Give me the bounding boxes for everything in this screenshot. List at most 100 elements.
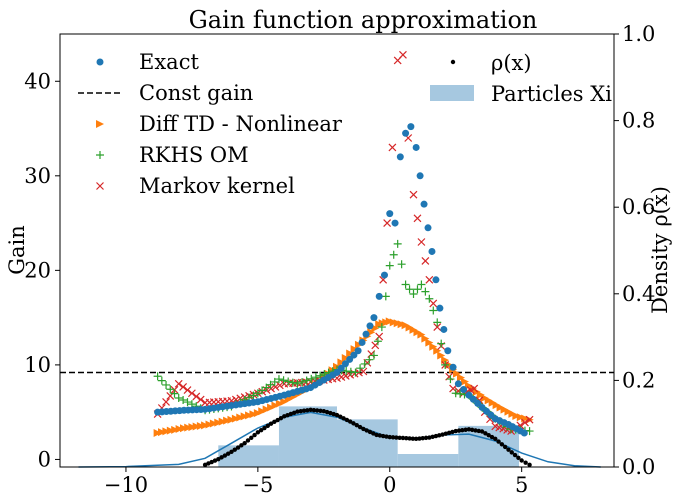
y-tick-label: 0 bbox=[38, 447, 51, 471]
difftd-point bbox=[166, 426, 175, 435]
y2-tick-label: 1.0 bbox=[622, 22, 655, 46]
exact-point bbox=[520, 429, 528, 437]
histogram-bar bbox=[337, 419, 398, 467]
rho-point bbox=[437, 433, 442, 438]
rho-point bbox=[499, 442, 505, 447]
legend-difftd-label: Diff TD - Nonlinear bbox=[139, 112, 343, 136]
markov-point bbox=[429, 299, 438, 308]
rkhs-point bbox=[425, 294, 434, 303]
markov-point bbox=[425, 275, 434, 284]
legend-markov-symbol bbox=[96, 182, 104, 190]
rho-point bbox=[417, 436, 422, 441]
difftd-point bbox=[218, 417, 227, 426]
difftd-point bbox=[153, 428, 162, 437]
exact-point bbox=[362, 330, 370, 338]
rho-point bbox=[527, 462, 532, 468]
exact-point bbox=[420, 200, 428, 208]
difftd-point bbox=[158, 428, 167, 437]
rho-point bbox=[377, 433, 383, 438]
difftd-point bbox=[258, 407, 267, 416]
difftd-point bbox=[437, 351, 446, 360]
rho-point bbox=[367, 429, 373, 435]
exact-point bbox=[432, 276, 440, 284]
rkhs-point bbox=[316, 371, 325, 380]
rkhs-point bbox=[451, 389, 460, 398]
legend-particles-label: Particles Xi bbox=[491, 82, 612, 106]
y-tick-label: 10 bbox=[24, 353, 51, 377]
rkhs-point bbox=[153, 372, 162, 381]
markov-point bbox=[183, 386, 192, 395]
rkhs-point bbox=[174, 393, 183, 402]
rho-point bbox=[255, 430, 261, 435]
rkhs-point bbox=[270, 377, 279, 386]
rkhs-point bbox=[346, 367, 355, 376]
rkhs-point bbox=[421, 287, 430, 296]
exact-point bbox=[444, 347, 452, 355]
rkhs-point bbox=[369, 351, 378, 360]
exact-point bbox=[346, 355, 354, 363]
difftd-point bbox=[271, 401, 280, 410]
markov-point bbox=[174, 379, 183, 388]
rho-point bbox=[295, 409, 300, 414]
legend-difftd-symbol bbox=[96, 120, 104, 128]
rkhs-point bbox=[342, 367, 351, 376]
exact-point bbox=[440, 325, 448, 333]
rho-point bbox=[364, 428, 369, 433]
difftd-point bbox=[171, 425, 180, 434]
rho-point bbox=[479, 429, 485, 434]
rho-point bbox=[407, 436, 412, 441]
rkhs-point bbox=[456, 389, 465, 398]
markov-point bbox=[409, 190, 418, 199]
rho-point bbox=[489, 434, 495, 440]
exact-point bbox=[358, 338, 366, 346]
difftd-point bbox=[214, 418, 223, 427]
axes: −10 −5 0 5 0 10 20 30 40 0.0 0.2 0.4 0.6 0.8 1.0 bbox=[24, 22, 655, 497]
legend-rho-label: ρ(x) bbox=[491, 51, 532, 75]
rho-point bbox=[453, 428, 458, 434]
rkhs-point bbox=[360, 359, 369, 368]
rho-point bbox=[354, 423, 359, 428]
rho-point bbox=[430, 434, 435, 439]
rho-point bbox=[357, 424, 363, 430]
difftd-point bbox=[262, 405, 271, 414]
legend-markov-label: Markov kernel bbox=[139, 174, 295, 198]
exact-point bbox=[341, 360, 349, 368]
rkhs-point bbox=[381, 292, 390, 301]
exact-point bbox=[416, 172, 424, 180]
difftd-point bbox=[280, 397, 289, 406]
rho-point bbox=[466, 427, 472, 432]
markov-point bbox=[275, 381, 284, 390]
legend-rkhs-label: RKHS OM bbox=[139, 143, 249, 167]
rho-point bbox=[249, 435, 254, 440]
rkhs-point bbox=[365, 355, 374, 364]
exact-point bbox=[375, 292, 383, 300]
y-axis-label: Gain bbox=[5, 225, 29, 275]
exact-point bbox=[337, 364, 345, 372]
markov-point bbox=[399, 50, 407, 59]
rho-point bbox=[347, 419, 353, 424]
rho-point bbox=[305, 408, 310, 413]
exact-point bbox=[412, 143, 420, 151]
difftd-point bbox=[253, 409, 262, 418]
markov-point bbox=[359, 367, 368, 376]
legend-exact-label: Exact bbox=[139, 50, 199, 74]
rho-point bbox=[338, 414, 343, 419]
difftd-point bbox=[429, 342, 438, 351]
difftd-point bbox=[179, 424, 188, 433]
legend-rkhs-symbol bbox=[96, 151, 104, 159]
rkhs-point bbox=[274, 375, 283, 384]
rho-point bbox=[463, 427, 468, 432]
x-tick-label: 0 bbox=[383, 473, 396, 497]
difftd-point bbox=[249, 410, 258, 419]
markov-point bbox=[383, 219, 392, 228]
rho-point bbox=[397, 435, 402, 440]
rkhs-point bbox=[253, 389, 262, 398]
histogram-bar bbox=[397, 454, 459, 467]
rho-point bbox=[400, 435, 406, 441]
data-marks bbox=[153, 50, 534, 468]
markov-point bbox=[433, 323, 442, 332]
rho-point bbox=[486, 432, 491, 438]
difftd-point bbox=[425, 338, 434, 347]
rho-point bbox=[278, 415, 284, 421]
rho-point bbox=[361, 426, 366, 432]
